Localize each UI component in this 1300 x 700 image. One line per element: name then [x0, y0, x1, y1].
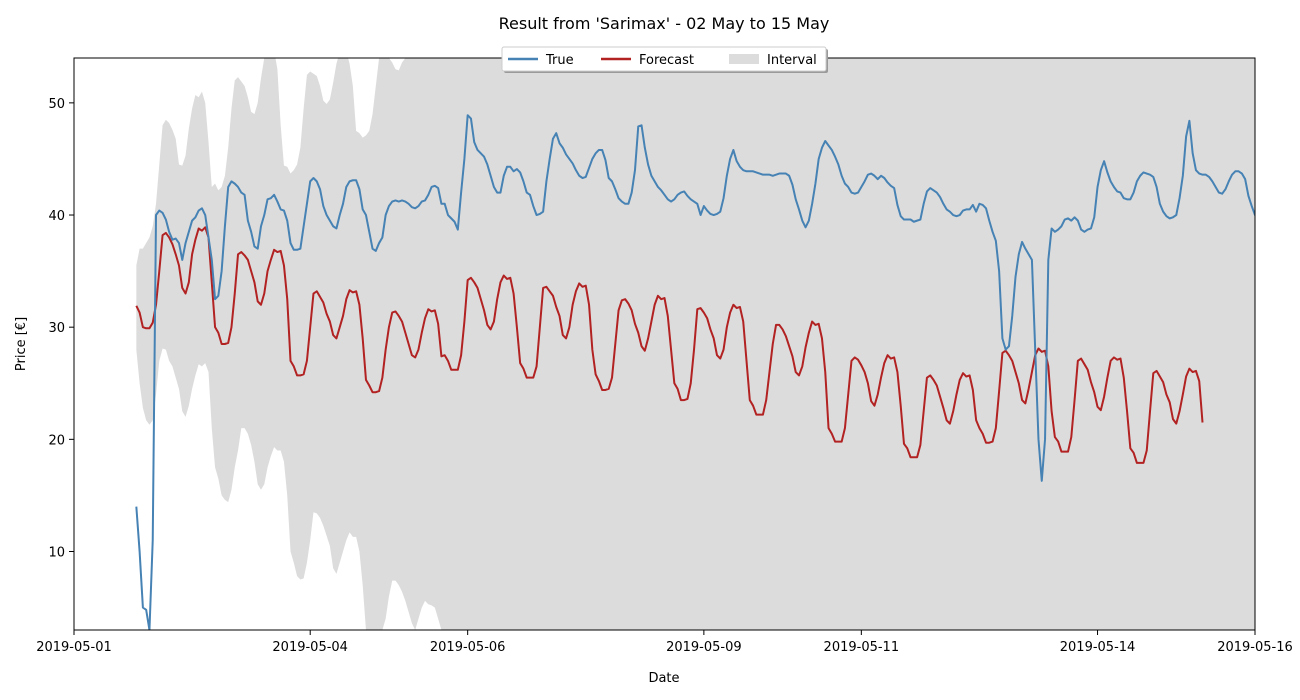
x-tick-label: 2019-05-06: [430, 640, 506, 655]
y-tick-label: 40: [48, 209, 65, 224]
x-tick-label: 2019-05-04: [272, 640, 348, 655]
legend-label-true: True: [545, 53, 574, 68]
x-axis: 2019-05-01 2019-05-04 2019-05-06 2019-05-09…: [36, 630, 1293, 655]
y-axis-label: Price [€]: [14, 317, 29, 371]
y-tick-label: 20: [48, 433, 65, 448]
true-line: [135, 114, 1255, 630]
legend-label-interval: Interval: [767, 53, 817, 68]
legend-label-forecast: Forecast: [639, 53, 694, 68]
plot-area: [135, 58, 1255, 630]
x-tick-label: 2019-05-16: [1217, 640, 1293, 655]
y-tick-label: 50: [48, 97, 65, 112]
y-tick-label: 30: [48, 321, 65, 336]
legend: True Forecast Interval: [501, 46, 828, 73]
y-axis: 10 20 30 40 50: [48, 97, 74, 560]
forecast-line: [135, 226, 1204, 464]
chart-title: Result from 'Sarimax' - 02 May to 15 May: [499, 14, 830, 33]
x-tick-label: 2019-05-14: [1060, 640, 1136, 655]
legend-box: [501, 46, 827, 72]
x-tick-label: 2019-05-11: [824, 640, 900, 655]
interval-band: [136, 58, 1255, 630]
y-tick-label: 10: [48, 545, 65, 560]
x-axis-label: Date: [648, 671, 679, 686]
x-tick-label: 2019-05-09: [666, 640, 742, 655]
legend-swatch-interval: [729, 54, 759, 64]
x-tick-label: 2019-05-01: [36, 640, 112, 655]
